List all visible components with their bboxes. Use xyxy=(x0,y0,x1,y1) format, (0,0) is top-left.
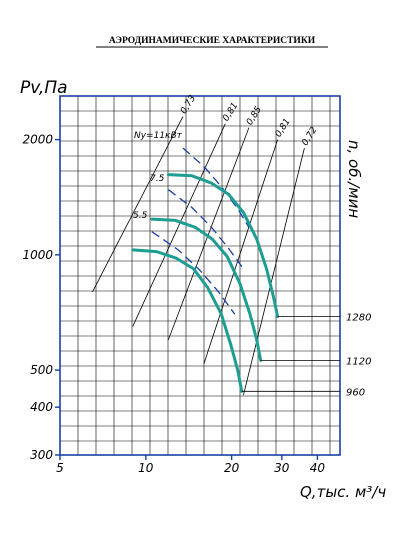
speed-curve xyxy=(166,173,280,318)
y-tick-label: 1000 xyxy=(22,248,53,262)
efficiency-label: 0,81 xyxy=(221,101,240,123)
power-label: Ny=11кВт xyxy=(134,131,183,141)
power-curve-dashed xyxy=(168,189,244,270)
y-axis-label: Pv,Па xyxy=(20,78,68,98)
power-curve-dashed xyxy=(151,231,236,315)
efficiency-ray xyxy=(203,139,278,364)
power-level-label: 5.5 xyxy=(133,211,148,221)
x-tick-label: 40 xyxy=(310,461,326,475)
power-curve-dashed xyxy=(182,147,250,228)
efficiency-label: 0,81 xyxy=(274,117,293,139)
efficiency-ray xyxy=(132,123,226,327)
x-tick-label: 5 xyxy=(56,461,64,475)
power-level-label: 7.5 xyxy=(150,174,165,184)
efficiency-ray xyxy=(243,148,305,396)
x-axis-label: Q,тыс. м³/ч xyxy=(300,483,386,501)
right-axis-label: n, об./мин xyxy=(345,140,363,218)
y-tick-label: 2000 xyxy=(22,133,53,147)
speed-curves xyxy=(131,173,340,393)
chart-labels: 5 10 20 30 40 300 400 500 1000 2000 1280 1120 960 Ny=… xyxy=(22,131,371,475)
speed-label: 960 xyxy=(346,387,365,398)
x-tick-label: 20 xyxy=(224,461,240,475)
efficiency-rays: 0,73 0,81 0,85 0,81 0,72 xyxy=(92,93,320,396)
speed-label: 1280 xyxy=(346,313,371,324)
x-tick-label: 30 xyxy=(274,461,290,475)
efficiency-label: 0,73 xyxy=(179,93,198,116)
x-tick-label: 10 xyxy=(138,461,154,475)
efficiency-label: 0,72 xyxy=(300,125,319,148)
efficiency-label: 0,85 xyxy=(245,105,264,128)
y-tick-label: 400 xyxy=(30,400,53,414)
plot-frame xyxy=(59,95,341,456)
efficiency-ray xyxy=(168,127,250,340)
speed-label: 1120 xyxy=(346,356,371,367)
y-tick-label: 300 xyxy=(30,448,53,462)
speed-curve xyxy=(150,217,263,362)
chart-title: АЭРОДИНАМИЧЕСКИЕ ХАРАКТЕРИСТИКИ xyxy=(109,36,316,46)
y-tick-label: 500 xyxy=(30,363,53,377)
speed-curve xyxy=(131,248,244,393)
dashed-power-curves xyxy=(151,147,250,315)
efficiency-ray xyxy=(92,116,184,293)
